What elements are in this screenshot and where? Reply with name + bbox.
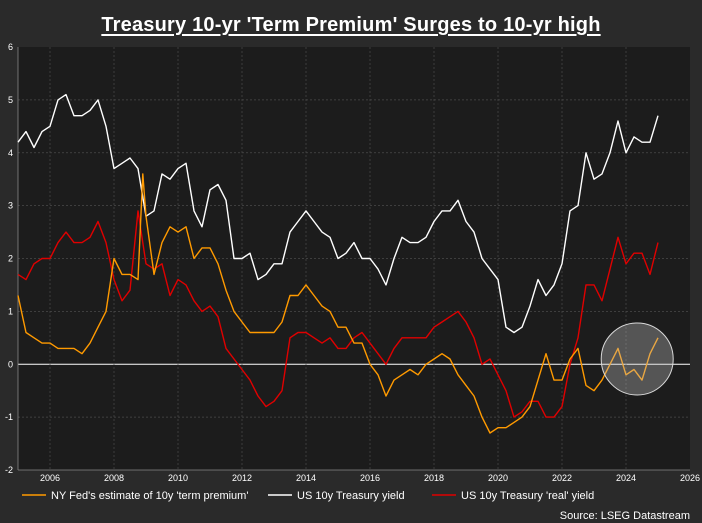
x-tick-label: 2012 (232, 473, 252, 483)
y-tick-label: 3 (8, 201, 13, 211)
legend: NY Fed's estimate of 10y 'term premium' U… (22, 490, 594, 502)
series-lines (17, 93, 659, 434)
real-yield-line (17, 210, 659, 418)
y-tick-label: 4 (8, 148, 13, 158)
x-tick-label: 2016 (360, 473, 380, 483)
highlight-circle (600, 322, 674, 396)
y-tick-label: 1 (8, 306, 13, 316)
annotations (600, 322, 674, 396)
y-tick-label: -2 (5, 465, 13, 475)
legend-label: NY Fed's estimate of 10y 'term premium' (51, 490, 248, 502)
x-tick-label: 2022 (552, 473, 572, 483)
x-tick-label: 2018 (424, 473, 444, 483)
axes: -2 -1 0 1 2 3 4 5 6 2006 2008 2010 2012 2014 2016 2018 2… (5, 42, 700, 483)
y-tick-label: 2 (8, 254, 13, 264)
chart-title: Treasury 10-yr 'Term Premium' Surges to … (101, 14, 601, 36)
y-tick-label: -1 (5, 412, 13, 422)
grid (18, 47, 690, 470)
x-tick-label: 2008 (104, 473, 124, 483)
nominal-yield-line (17, 93, 659, 334)
x-tick-label: 2024 (616, 473, 636, 483)
x-tick-label: 2026 (680, 473, 700, 483)
legend-label: US 10y Treasury 'real' yield (461, 490, 594, 502)
x-tick-label: 2006 (40, 473, 60, 483)
y-tick-label: 5 (8, 95, 13, 105)
y-tick-label: 0 (8, 359, 13, 369)
source-label: Source: LSEG Datastream (560, 510, 690, 522)
legend-label: US 10y Treasury yield (297, 490, 405, 502)
y-tick-label: 6 (8, 42, 13, 52)
x-tick-label: 2010 (168, 473, 188, 483)
x-tick-label: 2020 (488, 473, 508, 483)
x-tick-label: 2014 (296, 473, 316, 483)
term-premium-line (17, 173, 659, 434)
